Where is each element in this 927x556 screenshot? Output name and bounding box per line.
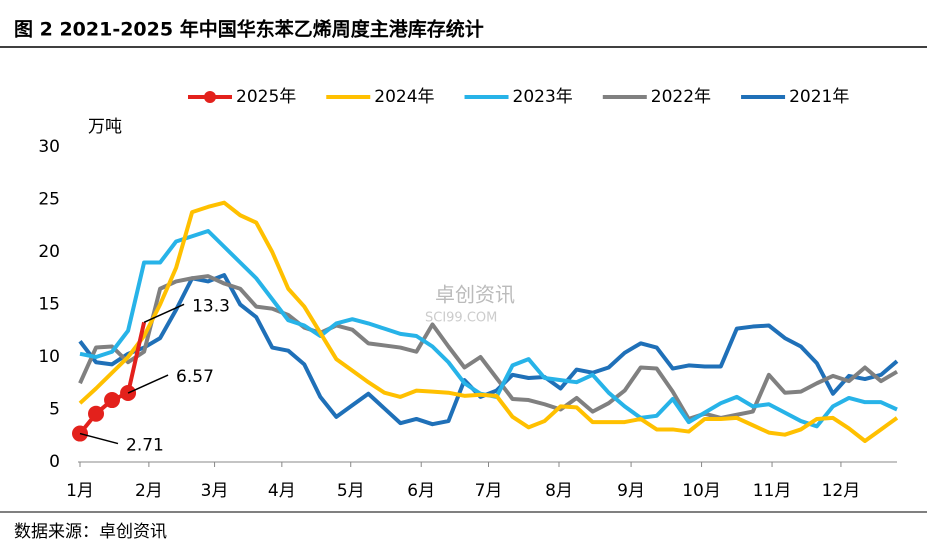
legend-label: 2025年 <box>236 87 296 107</box>
series-line <box>78 274 899 421</box>
legend-label: 2023年 <box>513 87 573 107</box>
data-label: 6.57 <box>176 367 214 387</box>
series-line <box>78 200 899 443</box>
label-leader <box>143 303 185 324</box>
y-tick-label: 0 <box>49 452 60 472</box>
x-tick-label: 5月 <box>337 481 365 501</box>
y-tick-label: 10 <box>38 347 60 367</box>
x-tick-label: 4月 <box>268 481 296 501</box>
y-tick-label: 5 <box>49 400 60 420</box>
x-tick-label: 7月 <box>475 481 503 501</box>
x-tick-label: 3月 <box>201 481 229 501</box>
x-tick-label: 10月 <box>682 481 721 501</box>
y-tick-label: 25 <box>38 190 60 210</box>
y-tick-label: 15 <box>38 295 60 315</box>
watermark: 卓创资讯 <box>435 283 515 307</box>
series-marker <box>88 405 105 422</box>
legend-label: 2021年 <box>789 87 849 107</box>
data-label: 2.71 <box>126 436 164 456</box>
data-label: 13.3 <box>192 296 230 316</box>
label-leader <box>79 432 119 445</box>
x-tick-label: 12月 <box>822 481 861 501</box>
legend-marker <box>204 91 216 103</box>
source: 数据来源：卓创资讯 <box>14 522 167 542</box>
legend-label: 2022年 <box>651 87 711 107</box>
chart-title: 图 2 2021-2025 年中国华东苯乙烯周度主港库存统计 <box>14 18 484 41</box>
watermark: SCI99.COM <box>425 311 497 326</box>
label-leader <box>127 374 169 394</box>
x-tick-label: 1月 <box>66 481 94 501</box>
y-axis-label: 万吨 <box>88 117 122 137</box>
x-tick-label: 6月 <box>407 481 435 501</box>
legend-label: 2024年 <box>374 87 434 107</box>
x-tick-label: 11月 <box>753 481 792 501</box>
x-tick-label: 9月 <box>617 481 645 501</box>
series-marker <box>104 392 121 409</box>
x-tick-label: 8月 <box>545 481 573 501</box>
y-tick-label: 20 <box>38 242 60 262</box>
x-tick-label: 2月 <box>135 481 163 501</box>
y-tick-label: 30 <box>38 137 60 157</box>
